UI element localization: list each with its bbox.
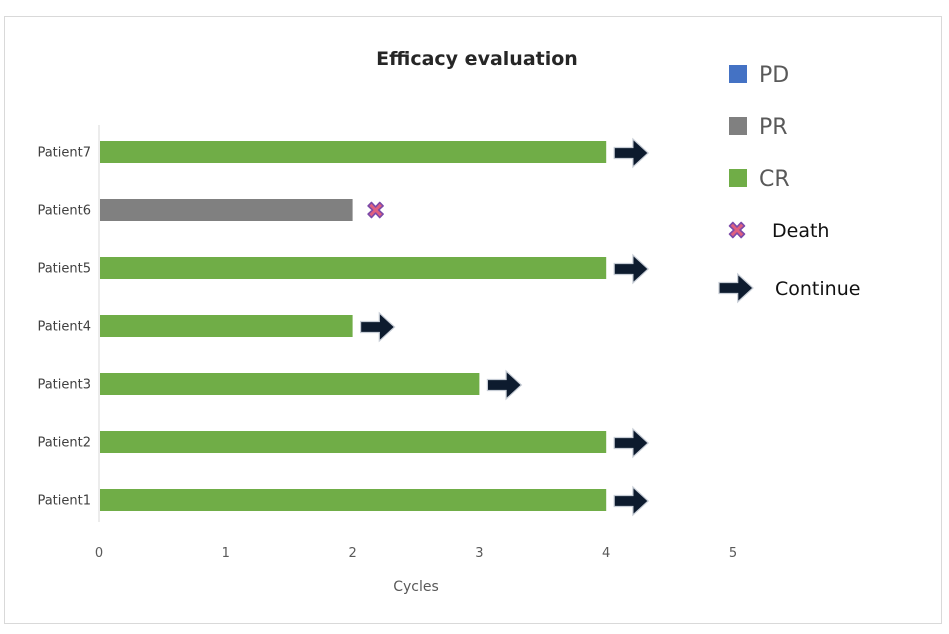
plot-area: Patient1 Patient2 Patient3 Patient4 Patient5… bbox=[37, 125, 650, 522]
legend-label: CR bbox=[759, 167, 790, 192]
continue-arrow-icon bbox=[613, 485, 650, 517]
x-tick-label: 1 bbox=[222, 546, 230, 561]
legend-swatch-pd bbox=[729, 65, 747, 83]
bar bbox=[100, 315, 353, 337]
chart-title: Efficacy evaluation bbox=[376, 48, 578, 70]
chart-frame: Efficacy evaluation Patient1 Patient2 Pati… bbox=[4, 16, 942, 624]
legend-label: Death bbox=[772, 220, 829, 242]
category-label: Patient7 bbox=[37, 146, 91, 161]
legend-swatch-cr bbox=[729, 169, 747, 187]
continue-arrow-icon bbox=[613, 137, 650, 169]
category-label: Patient1 bbox=[37, 494, 91, 509]
x-axis-ticks: 0 1 2 3 4 5 bbox=[95, 546, 737, 561]
continue-arrow-icon bbox=[360, 311, 396, 343]
x-tick-label: 2 bbox=[348, 546, 356, 561]
x-tick-label: 5 bbox=[729, 546, 737, 561]
x-axis-title: Cycles bbox=[393, 579, 439, 595]
death-cross-icon bbox=[367, 201, 384, 219]
bar bbox=[100, 199, 353, 221]
category-label: Patient6 bbox=[37, 204, 91, 219]
bar bbox=[100, 431, 607, 453]
category-label: Patient4 bbox=[37, 320, 91, 335]
continue-arrow-icon bbox=[613, 253, 650, 285]
bar bbox=[100, 489, 607, 511]
category-label: Patient3 bbox=[37, 378, 91, 393]
legend-continue-icon bbox=[718, 272, 754, 304]
continue-arrow-icon bbox=[613, 427, 650, 459]
bar bbox=[100, 141, 607, 163]
continue-arrow-icon bbox=[486, 369, 523, 401]
legend-death-icon bbox=[728, 221, 746, 239]
category-label: Patient2 bbox=[37, 436, 91, 451]
legend-swatch-pr bbox=[729, 117, 747, 135]
bar bbox=[100, 373, 480, 395]
category-label: Patient5 bbox=[37, 262, 91, 277]
x-tick-label: 0 bbox=[95, 546, 103, 561]
bar bbox=[100, 257, 607, 279]
efficacy-chart: Efficacy evaluation Patient1Patient2Pati… bbox=[37, 48, 860, 595]
x-tick-label: 4 bbox=[602, 546, 610, 561]
legend-label: PD bbox=[759, 63, 789, 88]
legend: PD PR CR Death Continue bbox=[718, 63, 860, 304]
legend-label: Continue bbox=[775, 278, 860, 300]
x-tick-label: 3 bbox=[475, 546, 483, 561]
legend-label: PR bbox=[759, 115, 788, 140]
